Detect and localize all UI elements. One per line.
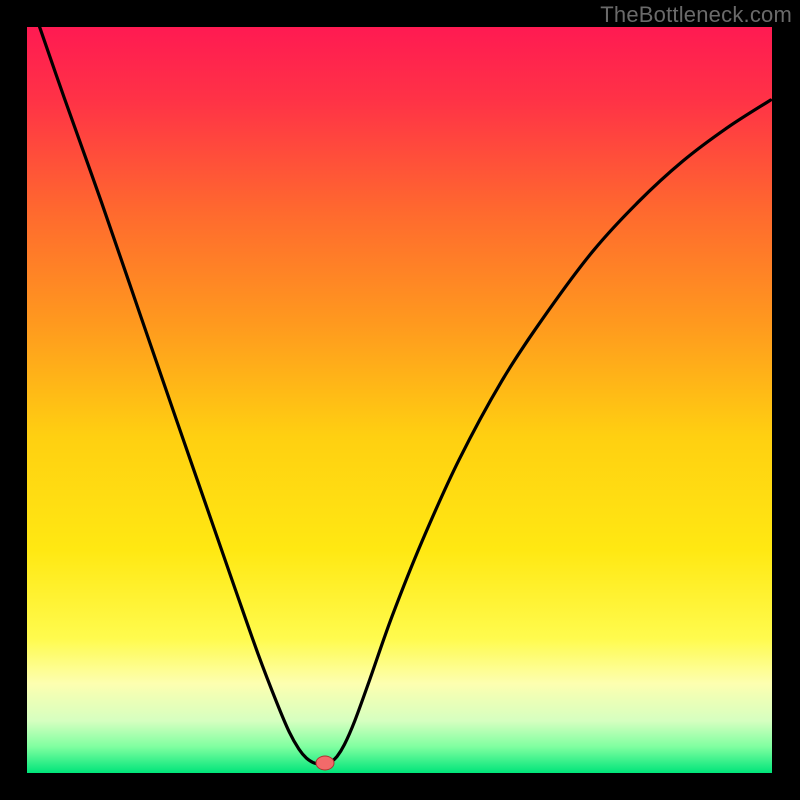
chart-frame: TheBottleneck.com [0,0,800,800]
bottleneck-marker [316,756,335,771]
plot-area [27,27,772,773]
watermark-text: TheBottleneck.com [600,2,792,28]
bottleneck-curve [27,27,772,773]
